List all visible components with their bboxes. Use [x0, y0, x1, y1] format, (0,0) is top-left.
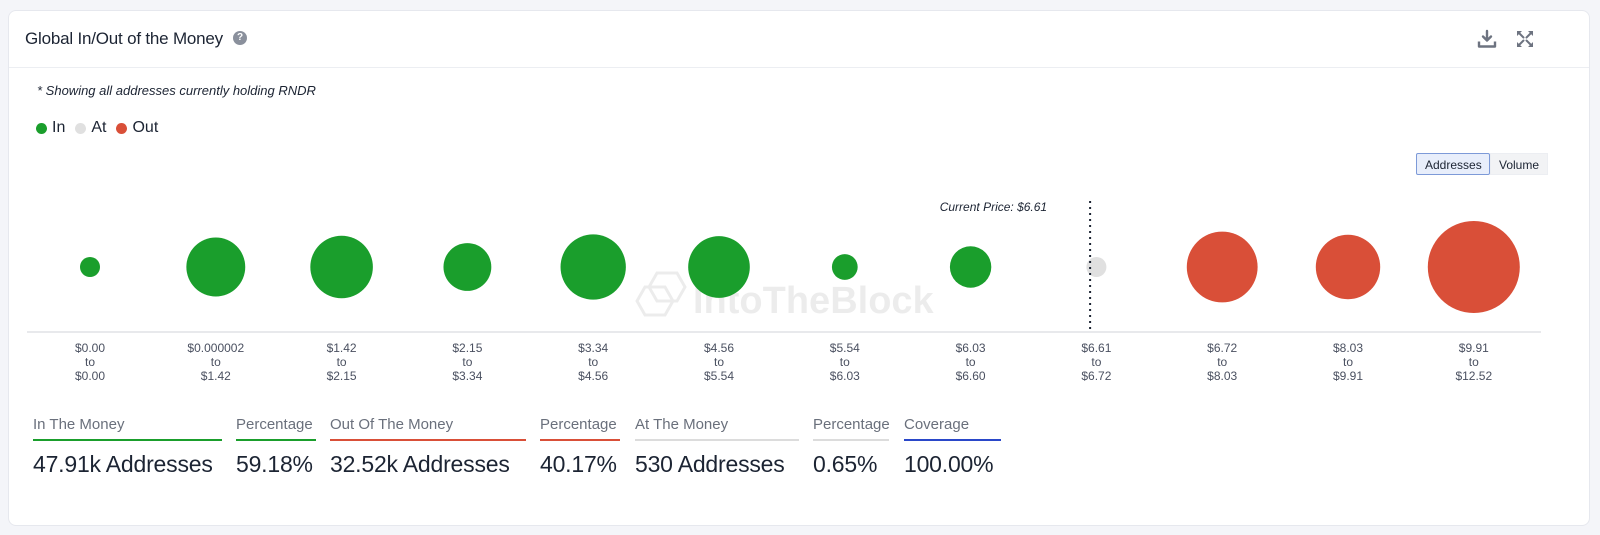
x-tick-label: $0.00: [75, 369, 105, 383]
current-price-label: Current Price: $6.61: [940, 200, 1047, 214]
x-tick-label: $1.42: [327, 341, 357, 355]
x-tick-label: $6.03: [830, 369, 860, 383]
bubble-in[interactable]: [560, 234, 626, 300]
bubble-in[interactable]: [80, 257, 100, 277]
stat-underline: [33, 439, 222, 441]
x-tick-label: $5.54: [704, 369, 734, 383]
x-tick-label: to: [1217, 355, 1227, 369]
stat-underline: [236, 439, 316, 441]
legend-swatch-at: [75, 122, 87, 134]
x-tick-label: $3.34: [578, 341, 608, 355]
x-tick-label: to: [840, 355, 850, 369]
stat-4: At The Money 530 Addresses: [635, 416, 799, 478]
x-tick-label: $4.56: [704, 341, 734, 355]
x-tick-label: $4.56: [578, 369, 608, 383]
stat-value: 59.18%: [236, 451, 313, 477]
x-tick-label: $2.15: [327, 369, 357, 383]
x-tick-label: to: [1091, 355, 1101, 369]
stat-label: Out Of The Money: [330, 416, 454, 433]
bubble-in[interactable]: [310, 235, 373, 299]
stat-5: Percentage 0.65%: [813, 416, 890, 478]
stat-underline: [813, 439, 889, 441]
stat-underline: [635, 439, 799, 441]
legend-label-in: In: [52, 119, 66, 136]
card-header: Global In/Out of the Money ?: [9, 11, 1589, 68]
addresses-toggle[interactable]: Addresses: [1416, 153, 1490, 175]
volume-toggle[interactable]: Volume: [1490, 153, 1548, 175]
legend-swatch-in: [36, 122, 47, 134]
legend-label-at: At: [91, 119, 107, 136]
download-icon[interactable]: [1475, 27, 1499, 51]
stat-underline: [904, 439, 1001, 441]
x-tick-label: $6.61: [1081, 341, 1111, 355]
stat-6: Coverage 100.00%: [904, 416, 1001, 478]
stat-1: Percentage 59.18%: [236, 416, 316, 478]
legend-swatch-out: [116, 122, 128, 134]
stat-value: 47.91k Addresses: [33, 451, 213, 477]
card-title: Global In/Out of the Money: [25, 29, 223, 48]
x-tick-label: to: [1469, 355, 1479, 369]
x-tick-label: to: [85, 355, 95, 369]
stat-value: 0.65%: [813, 451, 878, 477]
x-tick-label: $2.15: [452, 341, 482, 355]
bubble-in[interactable]: [186, 237, 246, 297]
x-tick-label: $8.03: [1207, 369, 1237, 383]
bubble-at[interactable]: [1086, 257, 1107, 277]
x-tick-label: $6.72: [1081, 369, 1111, 383]
bubble-out[interactable]: [1315, 234, 1381, 300]
x-tick-label: to: [588, 355, 598, 369]
bubble-in[interactable]: [688, 236, 750, 298]
x-tick-label: to: [1343, 355, 1353, 369]
bubble-in[interactable]: [949, 246, 992, 288]
legend-item-out[interactable]: Out: [116, 119, 158, 137]
x-tick-label: $6.60: [956, 369, 986, 383]
x-tick-label: $1.42: [201, 369, 231, 383]
x-tick-label: to: [211, 355, 221, 369]
stat-value: 530 Addresses: [635, 451, 785, 477]
stat-label: Percentage: [540, 416, 617, 433]
stat-value: 32.52k Addresses: [330, 451, 510, 477]
x-tick-label: $0.000002: [187, 341, 244, 355]
x-tick-label: $6.03: [956, 341, 986, 355]
stat-3: Percentage 40.17%: [540, 416, 620, 478]
stat-label: Percentage: [236, 416, 313, 433]
legend-item-in[interactable]: In: [36, 119, 65, 137]
stat-label: In The Money: [33, 416, 125, 433]
stat-label: Percentage: [813, 416, 890, 433]
bubble-in[interactable]: [831, 254, 858, 280]
holders-note: * Showing all addresses currently holdin…: [37, 83, 316, 98]
x-tick-label: to: [966, 355, 976, 369]
stat-underline: [330, 439, 526, 441]
x-tick-label: to: [714, 355, 724, 369]
stat-label: At The Money: [635, 416, 729, 433]
x-tick-label: $3.34: [452, 369, 482, 383]
x-tick-label: $8.03: [1333, 341, 1363, 355]
bubble-out[interactable]: [1186, 231, 1258, 303]
x-tick-label: $9.91: [1459, 341, 1489, 355]
legend-label-out: Out: [132, 119, 159, 136]
x-tick-label: $5.54: [830, 341, 860, 355]
stat-underline: [540, 439, 620, 441]
bubble-in[interactable]: [443, 243, 492, 291]
stat-0: In The Money 47.91k Addresses: [33, 416, 222, 478]
stat-label: Coverage: [904, 416, 970, 433]
chart-card: Global In/Out of the Money ? * Showing a…: [8, 10, 1590, 526]
x-tick-label: to: [462, 355, 472, 369]
bubble-chart: IntoTheBlock $0.00to$0.00$0.000002to$1.4…: [27, 200, 1541, 383]
x-tick-label: $0.00: [75, 341, 105, 355]
stat-value: 100.00%: [904, 451, 994, 477]
watermark-logo: IntoTheBlock: [635, 271, 935, 322]
stat-value: 40.17%: [540, 451, 617, 477]
x-tick-label: to: [337, 355, 347, 369]
x-tick-label: $12.52: [1455, 369, 1492, 383]
bubble-out[interactable]: [1427, 221, 1520, 313]
help-icon[interactable]: ?: [233, 31, 247, 45]
x-tick-label: $9.91: [1333, 369, 1363, 383]
expand-icon[interactable]: [1513, 27, 1537, 51]
stat-2: Out Of The Money 32.52k Addresses: [330, 416, 526, 478]
legend-item-at[interactable]: At: [75, 119, 106, 137]
x-tick-label: $6.72: [1207, 341, 1237, 355]
chart-legend: In At Out: [36, 119, 168, 137]
